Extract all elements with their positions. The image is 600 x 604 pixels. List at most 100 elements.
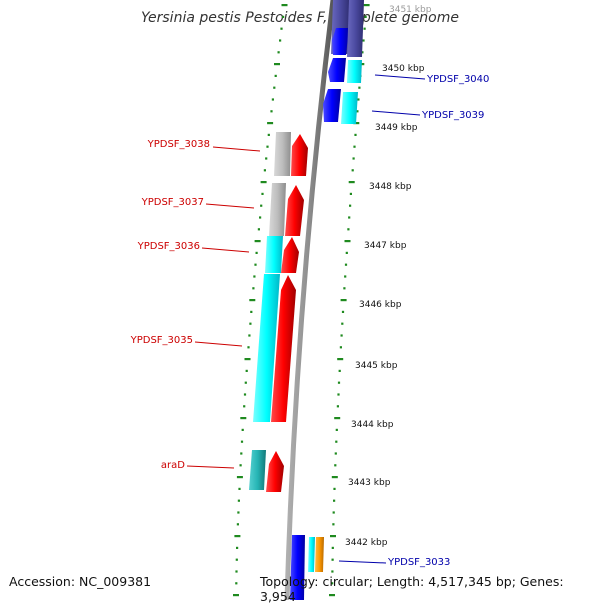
left-guide-tick xyxy=(245,369,248,372)
feature-reverse xyxy=(332,28,349,55)
left-guide-tick xyxy=(240,452,243,455)
left-guide-tick xyxy=(240,440,244,443)
left-guide-tick xyxy=(267,122,274,125)
left-guide-tick xyxy=(253,275,256,278)
left-guide-tick xyxy=(248,334,251,337)
label-leader-line xyxy=(194,341,243,347)
right-guide-tick xyxy=(347,228,350,231)
scale-tick-label: 3445 kbp xyxy=(355,361,398,371)
right-guide-tick xyxy=(362,39,365,42)
feature-forward xyxy=(266,451,284,492)
feature-reverse xyxy=(323,89,341,122)
features xyxy=(249,0,364,600)
right-guide-tick xyxy=(353,145,356,148)
left-guide-tick xyxy=(235,558,238,561)
feature-reverse xyxy=(328,58,346,82)
feature-cyan xyxy=(347,60,362,83)
label-leader-line xyxy=(338,560,387,564)
right-guide-tick xyxy=(334,417,341,420)
scale-tick-label: 3450 kbp xyxy=(382,64,425,74)
scale-tick-label: 3442 kbp xyxy=(345,538,388,548)
left-guide-tick xyxy=(237,499,240,502)
left-guide-tick xyxy=(247,346,250,349)
gene-label-ypdsf-3040: YPDSF_3040 xyxy=(426,74,489,85)
right-guide-tick xyxy=(343,287,346,290)
right-guide-tick xyxy=(357,98,360,101)
label-leader-line xyxy=(201,247,250,253)
left-guide-tick xyxy=(250,310,253,313)
feature-cyan xyxy=(308,537,315,572)
scale-ticks: 3451 kbp 3450 kbp 3449 kbp 3448 kbp 3447… xyxy=(345,5,432,548)
feature-orange xyxy=(315,537,324,572)
scale-tick-label: 3447 kbp xyxy=(364,241,407,251)
label-leader-line xyxy=(374,74,426,80)
left-guide-tick xyxy=(274,63,280,66)
gene-label-ypdsf-3037: YPDSF_3037 xyxy=(141,197,204,208)
feature-forward xyxy=(291,134,308,176)
accession-text: Accession: NC_009381 xyxy=(9,574,152,589)
gene-label-ypdsf-3033: YPDSF_3033 xyxy=(387,557,450,568)
scale-tick-label: 3451 kbp xyxy=(389,5,432,15)
left-guide-tick xyxy=(249,299,256,302)
right-guide-tick xyxy=(333,487,336,490)
left-guide-tick xyxy=(236,523,239,526)
gene-label-ypdsf-3036: YPDSF_3036 xyxy=(137,241,200,252)
left-guide-tick xyxy=(255,251,258,254)
left-guide-tick xyxy=(238,487,241,490)
feature-forward xyxy=(285,185,304,236)
right-guide-tick xyxy=(361,51,364,54)
right-guide-tick xyxy=(337,358,344,361)
left-guide-tick xyxy=(236,476,243,479)
left-guide-tick xyxy=(241,428,244,431)
right-guide-tick xyxy=(344,240,351,243)
left-guide-tick xyxy=(282,15,285,18)
label-leader-line xyxy=(186,465,235,469)
left-guide-tick xyxy=(236,546,239,549)
left-guide-tick xyxy=(257,228,260,231)
left-guide-tick xyxy=(281,4,288,7)
right-guide-tick xyxy=(331,558,334,561)
right-guide-tick xyxy=(345,251,348,254)
left-guide-tick xyxy=(244,381,247,384)
right-guide-tick xyxy=(348,216,351,219)
right-guide-tick xyxy=(334,452,337,455)
right-guide-tick xyxy=(351,169,354,172)
feature-cyan xyxy=(341,92,358,124)
left-guide-tick xyxy=(263,169,266,172)
right-guide-tick xyxy=(332,523,335,526)
left-guide-tick xyxy=(252,287,255,290)
left-guide-tick xyxy=(266,145,269,148)
right-guide-tick xyxy=(354,133,357,136)
left-guide-tick xyxy=(261,192,264,195)
feature-reverse xyxy=(290,535,305,600)
left-guide-tick xyxy=(279,39,282,42)
right-guide-tick xyxy=(363,27,366,30)
gene-label-ypdsf-3035: YPDSF_3035 xyxy=(130,335,193,346)
right-guide-tick xyxy=(337,393,340,396)
left-guide-tick xyxy=(277,51,280,54)
left-guide-tick xyxy=(271,98,274,101)
left-guide-tick xyxy=(243,393,247,396)
right-guide-tick xyxy=(334,464,337,467)
right-guide-tick xyxy=(333,499,336,502)
right-guide-tick xyxy=(363,4,370,7)
right-guide-tick xyxy=(332,511,335,514)
scale-tick-label: 3443 kbp xyxy=(348,478,391,488)
right-guide-tick xyxy=(349,204,352,207)
right-guide-tick xyxy=(340,299,347,302)
left-guide-tick xyxy=(249,322,252,325)
left-guide-tick xyxy=(244,358,251,361)
right-guide-tick xyxy=(353,122,360,125)
gene-label-ypdsf-3039: YPDSF_3039 xyxy=(421,110,484,121)
right-guide-tick xyxy=(356,110,359,113)
left-guide-tick xyxy=(243,405,246,408)
feature-teal xyxy=(249,450,266,490)
right-guide-tick xyxy=(337,381,341,384)
left-guide-tick xyxy=(237,511,240,514)
feature-grey xyxy=(269,183,286,236)
right-guide-tick xyxy=(331,546,334,549)
left-guide-tick xyxy=(274,74,277,77)
right-guide-tick xyxy=(338,369,341,372)
scale-tick-label: 3444 kbp xyxy=(351,420,394,430)
